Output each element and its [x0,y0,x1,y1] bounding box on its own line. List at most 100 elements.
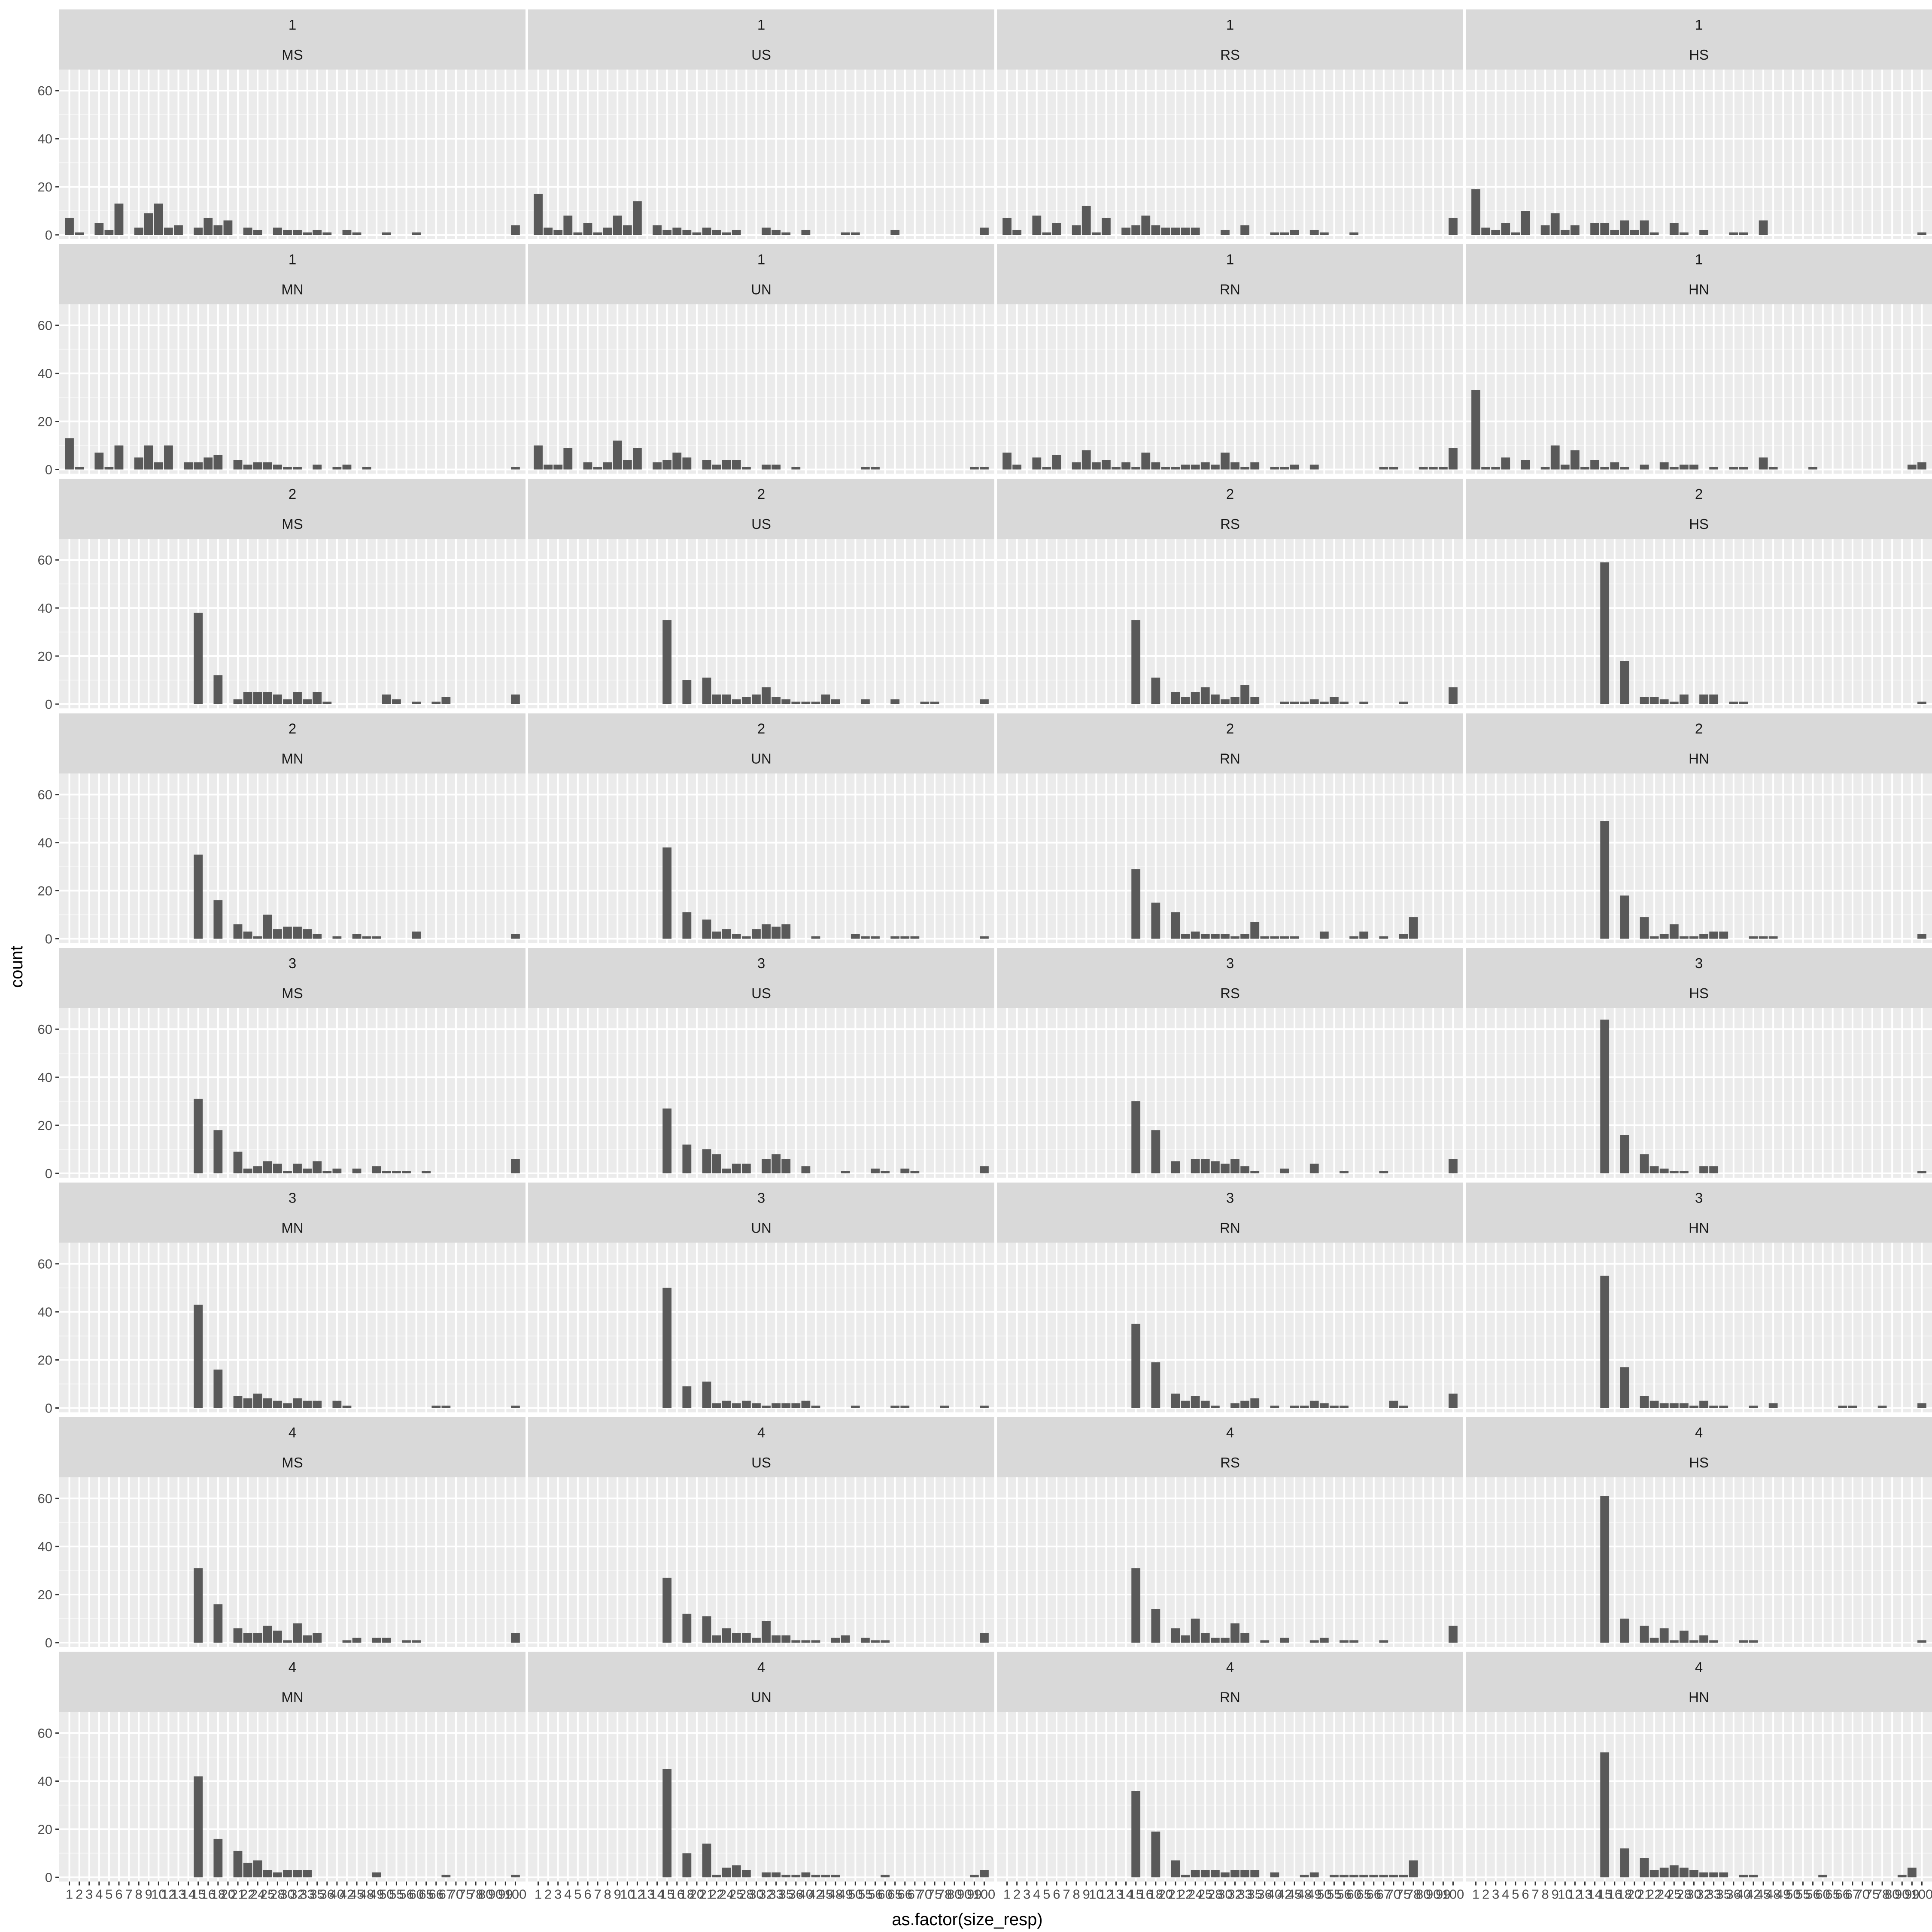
y-tick-label: 0 [45,1166,52,1181]
bar [164,228,173,235]
bar [1221,699,1230,704]
bar [1240,1400,1250,1408]
bar [702,1616,711,1643]
facet-strip [997,479,1463,539]
x-tick-label: 14 [181,1887,195,1902]
bar [94,453,104,470]
bar [392,1171,401,1173]
bar [263,1161,272,1173]
x-tick-label: 6 [584,1887,591,1902]
x-tick-label: 40 [330,1887,344,1902]
bar [332,936,342,939]
x-tick-label: 30 [1218,1887,1232,1902]
bar [682,1386,692,1408]
bar [534,194,543,235]
bar [213,455,223,470]
bar [1151,1362,1160,1408]
x-tick-label: 56 [1337,1887,1351,1902]
bar [1102,218,1111,235]
facet-panel: 3 MS 0 20 40 60 [38,948,526,1181]
bar [1131,869,1141,939]
x-tick-label: 49 [838,1887,853,1902]
bar [1739,1874,1748,1877]
bar [283,1171,292,1173]
bar [702,1381,711,1408]
x-tick-label: 22 [1178,1887,1193,1902]
facet-panel: 2 HS [1466,479,1932,708]
bar [1550,445,1560,470]
bar [293,467,302,470]
bar [75,467,84,470]
bar [253,230,262,235]
bar [1191,1870,1200,1877]
facet-strip [528,9,994,70]
bar [662,847,672,939]
strip-label-bottom: MS [282,1455,303,1470]
bar [1719,931,1728,939]
bar [1250,1870,1260,1877]
bar [253,1860,262,1877]
bar [332,467,342,470]
bar [1270,1405,1279,1408]
bar [1230,936,1239,939]
bar [233,1151,243,1173]
facet-panel: 4 RS [997,1417,1463,1647]
strip-label-bottom: HN [1689,1220,1709,1236]
bar [1699,1400,1708,1408]
bar [372,1872,381,1877]
bar [1679,694,1689,704]
x-axis-title: as.factor(size_resp) [892,1910,1042,1929]
y-tick-label: 40 [38,1774,52,1789]
bar [741,1633,751,1643]
bar [283,927,292,939]
bar [672,228,682,235]
facet-strip [1466,244,1932,304]
facet-strip [528,1652,994,1712]
bar [1191,1619,1200,1643]
bar [781,1635,791,1643]
bar [1300,1874,1309,1877]
x-tick-label: 20 [690,1887,704,1902]
bar [164,445,173,470]
bar [1200,687,1210,704]
strip-label-top: 4 [1226,1659,1234,1675]
facet-strip [528,1182,994,1243]
bar [1438,467,1448,470]
bar [1640,220,1649,235]
bar [1449,1159,1458,1173]
x-tick-label: 6 [115,1887,122,1902]
x-tick-label: 32 [290,1887,304,1902]
bar [692,232,702,235]
bar [194,613,203,704]
bar [1560,465,1570,470]
bar [233,924,243,939]
x-tick-label: 36 [1726,1887,1741,1902]
bar [1240,467,1250,470]
bar [980,936,989,939]
bar [1340,1405,1349,1408]
x-tick-label: 75 [1396,1887,1411,1902]
bar [1600,821,1610,939]
facet-panel: 2 US [528,479,994,708]
bar [322,1171,332,1173]
bar [1181,1874,1190,1877]
bar [772,465,781,470]
bar [1230,697,1239,704]
bar [352,1637,361,1643]
x-tick-label: 67 [1376,1887,1391,1902]
strip-label-bottom: UN [751,282,772,298]
bar [1379,1171,1388,1173]
bar [732,1163,741,1173]
strip-label-bottom: HS [1689,985,1709,1001]
x-tick-label: 13 [1109,1887,1123,1902]
x-tick-label: 70 [1386,1887,1401,1902]
strip-label-top: 2 [289,721,296,737]
x-tick-label: 8 [604,1887,611,1902]
bar [772,1872,781,1877]
bar [781,1874,791,1877]
x-tick-label: 4 [95,1887,103,1902]
bar [1280,232,1289,235]
bar [762,1159,771,1173]
x-tick-label: 33 [1237,1887,1252,1902]
x-tick-label: 50 [848,1887,863,1902]
